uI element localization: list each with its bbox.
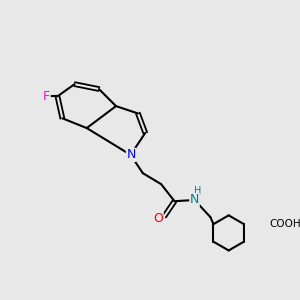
Text: N: N [126, 148, 136, 161]
Text: F: F [43, 90, 50, 103]
Text: H: H [194, 186, 201, 196]
Text: N: N [190, 194, 199, 206]
Text: O: O [153, 212, 163, 225]
Text: COOH: COOH [269, 219, 300, 229]
